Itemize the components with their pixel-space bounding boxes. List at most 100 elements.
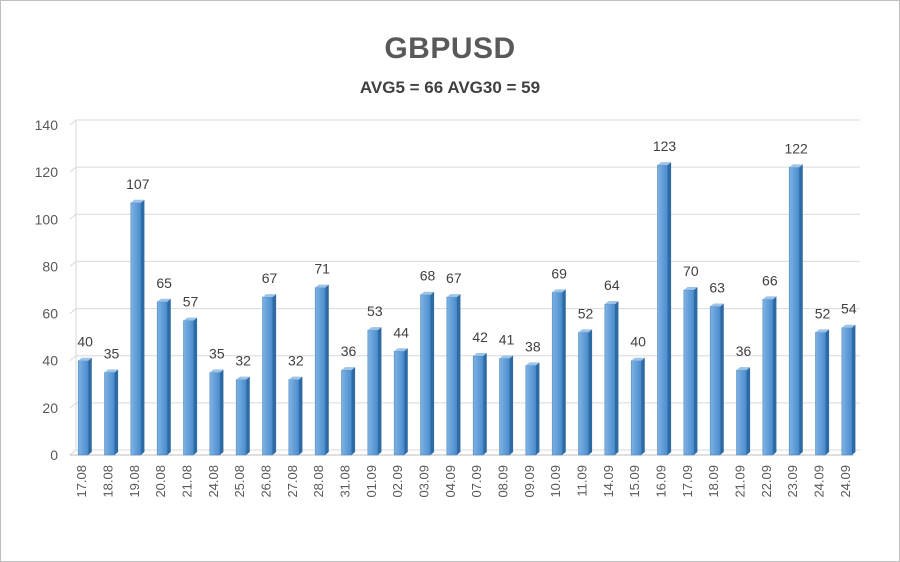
bar-side (377, 327, 382, 455)
data-label: 52 (815, 305, 831, 321)
bar-front (341, 369, 352, 456)
bar-front (77, 360, 89, 456)
bar-top (315, 284, 329, 288)
bar-top (262, 294, 277, 298)
x-tick-label: 17.08 (74, 465, 89, 498)
x-axis: 17.08 18.08 19.08 20.08 21.08 24.08 25.08 26.08… (74, 465, 853, 498)
x-tick-label: 28.08 (311, 465, 326, 498)
x-tick-label: 20.08 (153, 465, 168, 498)
bar-top (236, 376, 250, 380)
bar-front (288, 379, 300, 456)
bar-side (430, 291, 435, 455)
gridline (69, 213, 860, 220)
data-label: 44 (393, 324, 409, 340)
x-tick-label: 27.08 (285, 465, 300, 498)
bar-side (825, 329, 830, 455)
bar-side (851, 324, 856, 455)
x-tick-label: 22.09 (759, 465, 774, 498)
bar (815, 329, 830, 456)
bar (657, 162, 672, 456)
x-tick-label: 07.09 (469, 465, 484, 498)
bar-front (367, 329, 379, 456)
data-label: 52 (578, 305, 594, 321)
data-label: 64 (604, 277, 620, 293)
bar-side (404, 348, 408, 455)
bar (604, 301, 619, 456)
bar (736, 367, 751, 456)
data-label: 32 (235, 353, 251, 369)
bar-top (841, 324, 856, 328)
data-label: 69 (551, 265, 567, 281)
bar-side (667, 162, 672, 456)
bar-top (473, 353, 487, 356)
y-tick-label: 140 (35, 117, 59, 133)
bar-side (298, 376, 303, 455)
bar-front (841, 327, 853, 456)
bar-side (562, 289, 566, 455)
bar-top (157, 298, 171, 302)
data-label: 71 (314, 261, 330, 277)
bar-side (114, 369, 119, 455)
bar-front (446, 296, 458, 456)
gridlines (69, 119, 860, 456)
data-label: 122 (784, 140, 808, 156)
x-tick-label: 03.09 (417, 465, 432, 498)
gridline (69, 260, 860, 267)
x-tick-label: 04.09 (443, 465, 458, 498)
bar (288, 376, 303, 456)
bar-front (788, 167, 800, 456)
y-tick-label: 0 (50, 447, 58, 463)
y-tick-label: 120 (35, 164, 59, 180)
bar-side (614, 301, 619, 455)
bar (314, 284, 329, 456)
chart-subtitle: AVG5 = 66 AVG30 = 59 (359, 78, 541, 97)
bar-front (657, 164, 668, 456)
data-label: 107 (126, 176, 150, 192)
bar-side (246, 376, 250, 455)
bar-top (183, 317, 198, 321)
bar-front (262, 296, 273, 456)
bar (630, 357, 645, 456)
bar-front (314, 287, 326, 456)
data-label: 70 (683, 263, 699, 279)
y-tick-label: 20 (42, 400, 58, 416)
bar (77, 357, 92, 456)
bar-top (499, 355, 514, 359)
bar (841, 324, 856, 456)
bar-front (525, 365, 537, 456)
bar (551, 289, 566, 456)
bar-front (130, 202, 142, 456)
bar (209, 369, 224, 456)
bar-side (535, 362, 540, 455)
gridline (69, 119, 860, 126)
gridline (69, 166, 860, 173)
data-label: 68 (420, 268, 436, 284)
data-label: 40 (630, 334, 646, 350)
x-tick-label: 08.09 (496, 465, 511, 498)
bar-side (772, 296, 777, 455)
bar-top (78, 357, 92, 361)
data-label: 35 (104, 346, 120, 362)
bar (578, 329, 593, 456)
data-label: 42 (472, 329, 488, 345)
bar-top (446, 294, 461, 298)
bar-side (588, 329, 593, 455)
data-label: 67 (262, 270, 278, 286)
bar-top (104, 369, 119, 373)
chart-title: GBPUSD (384, 32, 516, 65)
y-axis: 0 20 40 60 80 100 120 140 (35, 117, 59, 463)
x-tick-label: 10.09 (548, 465, 563, 498)
bar-top (420, 291, 435, 295)
bar-top (789, 164, 803, 168)
bar (393, 348, 408, 456)
bar (709, 303, 724, 456)
bar-side (799, 164, 803, 455)
data-label: 123 (653, 138, 677, 154)
bar-top (394, 348, 408, 352)
bar-side (483, 353, 487, 455)
bars (77, 162, 856, 456)
x-tick-label: 14.09 (601, 465, 616, 498)
data-label: 35 (209, 346, 225, 362)
bar-side (720, 303, 724, 455)
